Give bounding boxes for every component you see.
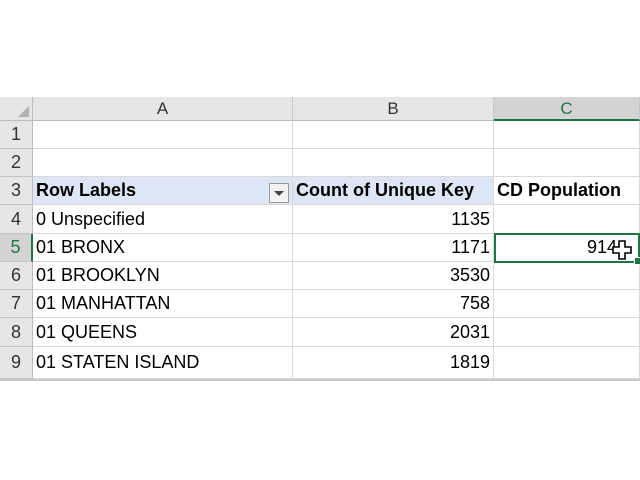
cell-b2[interactable]	[293, 149, 494, 177]
cell-c1[interactable]	[494, 121, 640, 149]
grid-bottom-border	[0, 379, 640, 381]
chevron-down-icon	[274, 190, 284, 196]
pivot-row-count[interactable]: 1135	[293, 205, 494, 234]
fill-handle[interactable]	[634, 257, 640, 265]
row-labels-text: Row Labels	[36, 180, 137, 200]
pivot-row-label[interactable]: 01 QUEENS	[33, 318, 293, 347]
row-header-5[interactable]: 5	[0, 234, 33, 262]
cell-c6[interactable]	[494, 262, 640, 290]
plus-cursor-icon	[612, 240, 632, 260]
column-header-c[interactable]: C	[494, 97, 640, 121]
pivot-row-label[interactable]: 01 BRONX	[33, 234, 293, 262]
spreadsheet-grid[interactable]: A B C 1 2 3 4 5 6 7 8 9 Row Labels Count…	[0, 97, 640, 381]
pivot-row-label[interactable]: 0 Unspecified	[33, 205, 293, 234]
cell-a2[interactable]	[33, 149, 293, 177]
pivot-row-count[interactable]: 758	[293, 290, 494, 318]
cell-b1[interactable]	[293, 121, 494, 149]
pivot-row-label[interactable]: 01 BROOKLYN	[33, 262, 293, 290]
column-header-a[interactable]: A	[33, 97, 293, 121]
select-all-triangle-icon	[18, 106, 29, 117]
row-header-7[interactable]: 7	[0, 290, 33, 318]
row-header-6[interactable]: 6	[0, 262, 33, 290]
row-header-4[interactable]: 4	[0, 205, 33, 234]
pivot-row-count[interactable]: 1171	[293, 234, 494, 262]
row-header-2[interactable]: 2	[0, 149, 33, 177]
pivot-row-label[interactable]: 01 STATEN ISLAND	[33, 347, 293, 379]
select-all-button[interactable]	[0, 97, 33, 121]
filter-dropdown-button[interactable]	[269, 183, 289, 203]
pivot-row-label[interactable]: 01 MANHATTAN	[33, 290, 293, 318]
cell-c8[interactable]	[494, 318, 640, 347]
cell-c9[interactable]	[494, 347, 640, 379]
row-header-1[interactable]: 1	[0, 121, 33, 149]
cell-c2[interactable]	[494, 149, 640, 177]
pivot-header-count[interactable]: Count of Unique Key	[293, 177, 494, 205]
cell-c4[interactable]	[494, 205, 640, 234]
pivot-header-row-labels[interactable]: Row Labels	[33, 177, 293, 205]
column-header-b[interactable]: B	[293, 97, 494, 121]
pivot-row-count[interactable]: 3530	[293, 262, 494, 290]
cell-c3[interactable]: CD Population	[494, 177, 640, 205]
active-cell-selection	[494, 233, 640, 265]
row-header-9[interactable]: 9	[0, 347, 33, 379]
cell-c7[interactable]	[494, 290, 640, 318]
pivot-row-count[interactable]: 1819	[293, 347, 494, 379]
cell-a1[interactable]	[33, 121, 293, 149]
pivot-row-count[interactable]: 2031	[293, 318, 494, 347]
row-header-8[interactable]: 8	[0, 318, 33, 347]
row-header-3[interactable]: 3	[0, 177, 33, 205]
